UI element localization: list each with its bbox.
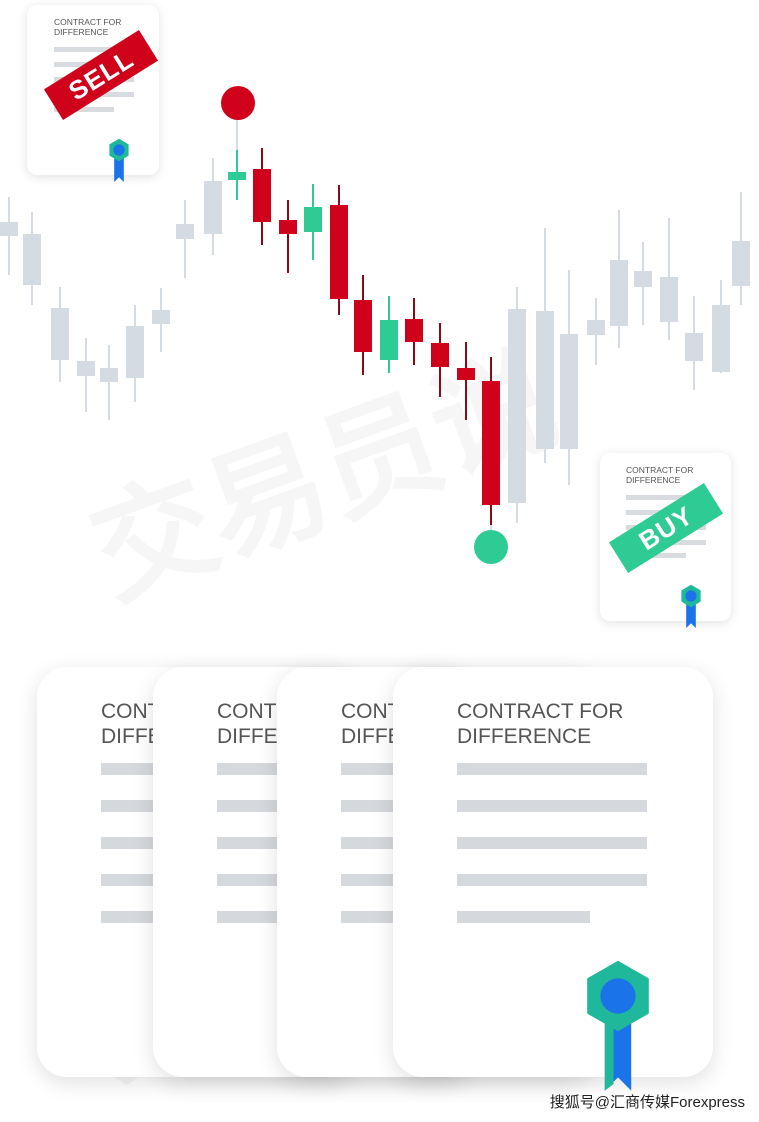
text-line [457,874,647,886]
candle-body [660,277,678,322]
text-line [457,911,590,923]
candle-body [380,320,398,360]
candle-body [712,305,730,372]
text-line [457,837,647,849]
sell-signal-dot [221,86,255,120]
buy-signal-dot [474,530,508,564]
text-line [457,800,647,812]
candle-body [508,309,526,503]
text-line [457,763,647,775]
candle-body [279,220,297,234]
candle-body [354,300,372,352]
candle-body [253,169,271,222]
candle-body [536,311,554,449]
candle-body [152,310,170,324]
candle-body [330,205,348,299]
sell-contract-card: CONTRACT FOR DIFFERENCE SELL [27,5,159,175]
credit-watermark: 搜狐号@汇商传媒Forexpress [549,1094,745,1111]
candle-body [405,319,423,342]
candle-body [77,361,95,376]
candlestick-chart [0,86,750,564]
candle-body [126,326,144,378]
candle-body [457,368,475,380]
candle-body [304,207,322,232]
candle-body [431,343,449,367]
candle-body [0,222,18,236]
buy-contract-card: CONTRACT FOR DIFFERENCE BUY [600,453,731,621]
candle-body [204,181,222,234]
candle-body [176,224,194,239]
candle-body [23,234,41,285]
candle-body [634,271,652,287]
candle-body [685,333,703,361]
candle-body [51,308,69,360]
candle-body [482,381,500,505]
candle-body [560,334,578,449]
candle-body [100,368,118,382]
candle-body [732,241,750,286]
candle-body [228,172,246,180]
candle-body [610,260,628,326]
candle-body [587,320,605,335]
